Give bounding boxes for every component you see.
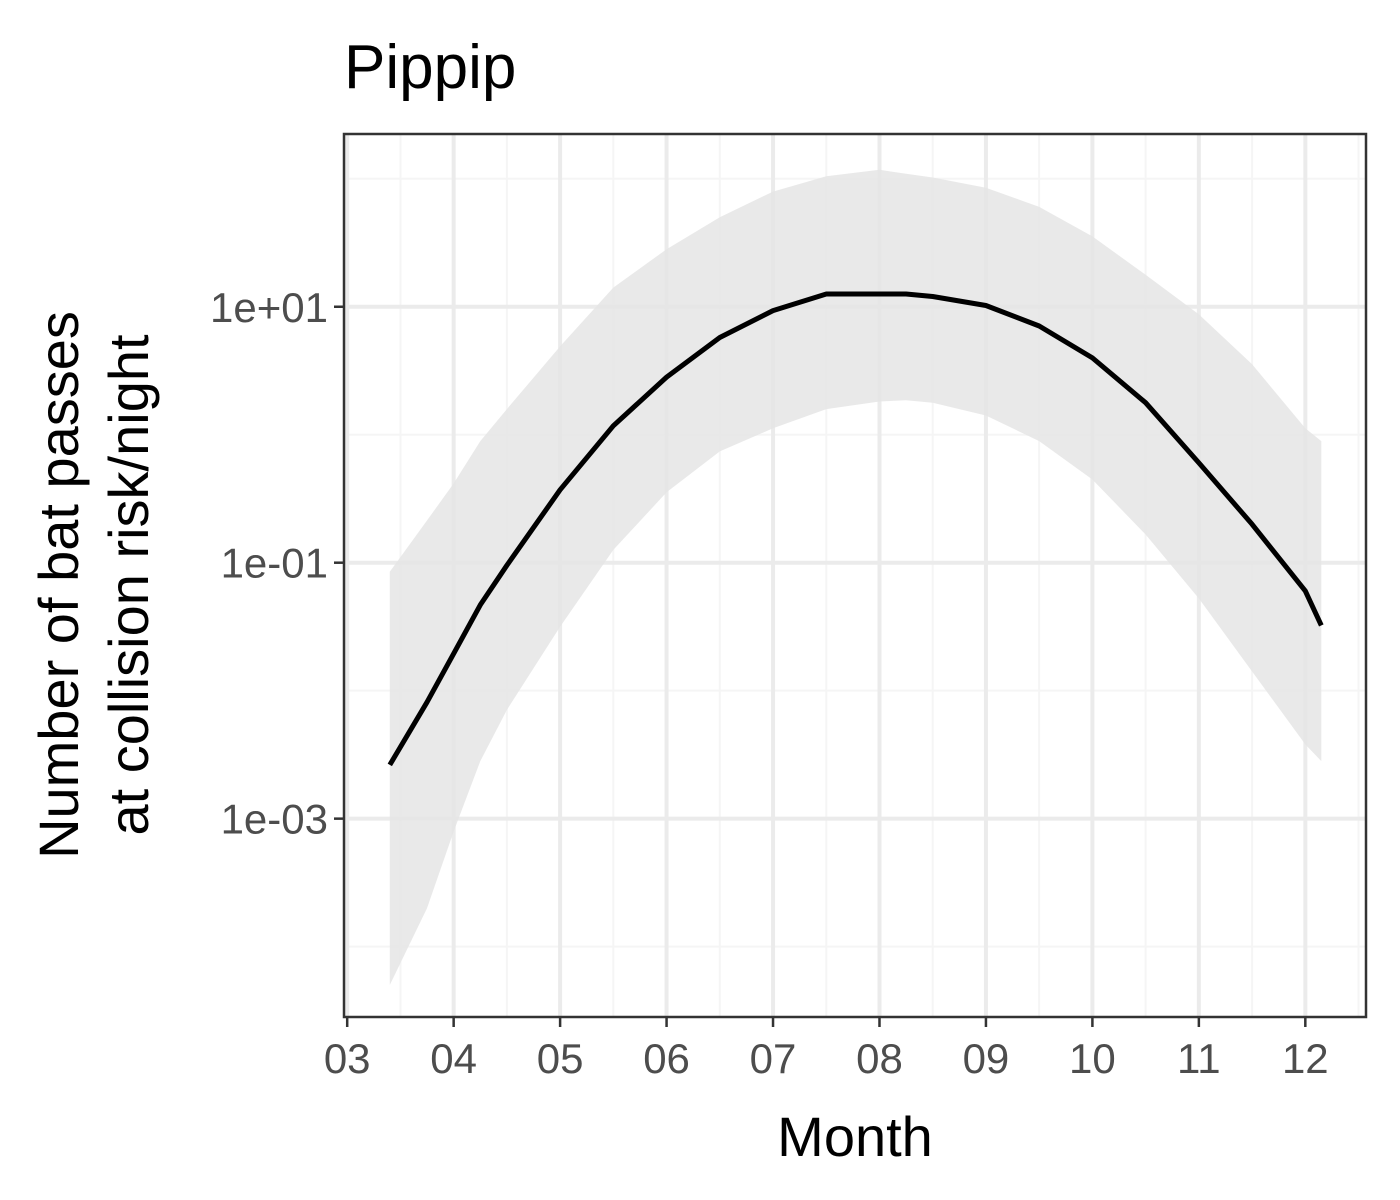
axes: 03 04 05 06 07 08 09 10 11 12 1e-03 1e-01 1e+01 [210,132,1368,1082]
x-tick-label: 10 [1069,1035,1116,1082]
x-tick-label: 12 [1282,1035,1329,1082]
confidence-ribbon [389,169,1322,986]
panel-border [342,132,1368,1019]
x-tick-label: 08 [856,1035,903,1082]
x-tick-label: 05 [537,1035,584,1082]
x-tick-label: 03 [324,1035,371,1082]
x-tick-label: 06 [643,1035,690,1082]
x-tick-label: 09 [963,1035,1010,1082]
plot-area [344,134,1366,1017]
x-tick-label: 07 [750,1035,797,1082]
y-axis-title-line-2: at collision risk/night [97,334,160,836]
x-tick-label: 04 [430,1035,477,1082]
x-tick-label: 11 [1177,1035,1221,1082]
y-tick-label: 1e-01 [221,540,328,587]
chart-title: Pippip [344,33,516,102]
x-axis-title: Month [777,1105,933,1168]
y-axis-title: Number of bat passes at collision risk/n… [27,311,160,859]
y-tick-label: 1e+01 [210,284,328,331]
fit-line [387,291,1324,767]
y-axis-title-line-1: Number of bat passes [27,311,90,859]
y-tick-label: 1e-03 [221,796,328,843]
